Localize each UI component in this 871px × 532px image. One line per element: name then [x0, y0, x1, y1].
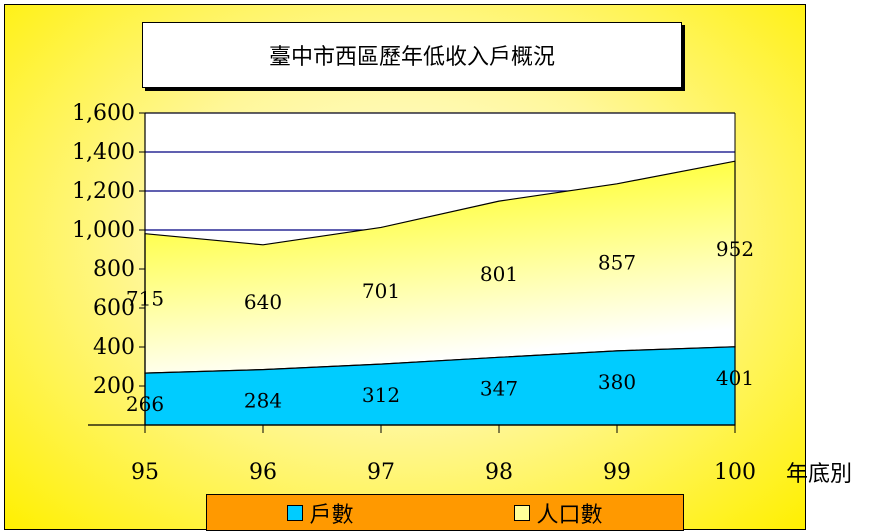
y-tick-label-2: 1,200: [72, 179, 135, 204]
x-tick-label-2: 97: [367, 460, 395, 485]
x-axis-label: 年底別: [786, 462, 853, 487]
legend-swatch-households: [287, 504, 304, 521]
legend-item-households: 戶數: [287, 497, 354, 529]
y-tick-label-1: 1,400: [72, 140, 135, 165]
y-tick-label-3: 1,000: [72, 218, 135, 243]
legend-label-households: 戶數: [309, 502, 354, 528]
label-households-0: 266: [126, 392, 164, 416]
x-tick-label-4: 99: [603, 460, 631, 485]
label-households-3: 347: [480, 376, 518, 400]
axes: 1,600 1,400 1,200 1,000 800 600 400 200 95 96 97 98…: [72, 101, 756, 485]
label-population-4: 857: [598, 250, 636, 274]
x-tick-label-0: 95: [131, 460, 159, 485]
legend-label-population: 人口數: [536, 502, 603, 528]
label-population-5: 952: [716, 237, 754, 261]
y-tick-label-6: 400: [93, 335, 135, 360]
x-tick-label-1: 96: [249, 460, 277, 485]
label-households-1: 284: [244, 389, 282, 413]
label-households-4: 380: [598, 370, 636, 394]
y-tick-label-5: 600: [93, 296, 135, 321]
label-population-0: 715: [126, 286, 164, 310]
area-series: [144, 160, 736, 426]
label-households-2: 312: [362, 383, 400, 407]
label-households-5: 401: [716, 366, 754, 390]
x-tick-label-5: 100: [714, 460, 756, 485]
label-population-2: 701: [362, 279, 400, 303]
chart-title: 臺中市西區歷年低收入戶概況: [142, 22, 682, 88]
y-tick-label-0: 1,600: [72, 101, 135, 126]
legend-item-population: 人口數: [514, 497, 603, 529]
data-labels: 266 284 312 347 380 401 715 640 701 801 857 952: [126, 237, 754, 416]
label-population-3: 801: [480, 262, 518, 286]
legend: 戶數 人口數: [206, 494, 684, 531]
legend-swatch-population: [514, 504, 531, 521]
y-tick-label-7: 200: [93, 374, 135, 399]
y-tick-label-4: 800: [93, 257, 135, 282]
x-tick-label-3: 98: [485, 460, 513, 485]
label-population-1: 640: [244, 290, 282, 314]
